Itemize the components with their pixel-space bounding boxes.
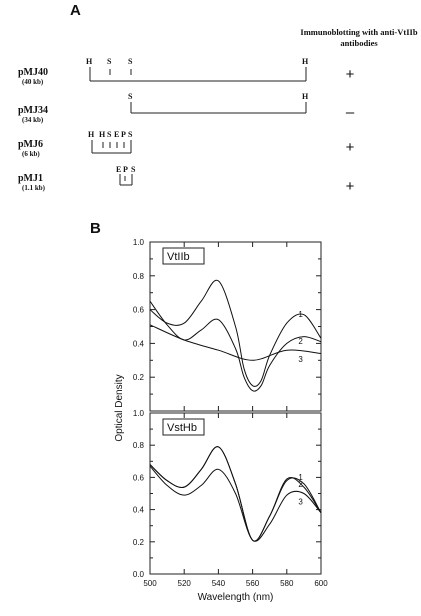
spectrum-line	[149, 300, 322, 392]
clone-pmj1: pMJ1 (1.1 kb)	[18, 173, 45, 192]
site-label: E	[114, 130, 119, 139]
result-pmj1: +	[345, 178, 355, 195]
panel-a-label: A	[70, 2, 81, 19]
series-label: 2	[298, 337, 303, 346]
restriction-maps: H S S H S H H H S E P S E P S	[86, 57, 309, 186]
spectrum-line	[149, 279, 322, 387]
series-label: 2	[298, 480, 303, 489]
clone-pmj6: pMJ6 (6 kb)	[18, 139, 43, 158]
x-tick-label: 520	[178, 579, 192, 588]
site-label: S	[128, 130, 133, 139]
absorption-spectra-chart: 0.20.40.60.81.0VtIIb1230.00.20.40.60.81.…	[114, 238, 328, 603]
spectrum-line	[149, 465, 322, 542]
spectrum-line	[149, 324, 322, 361]
subplot-title: VtIIb	[167, 251, 190, 263]
result-pmj34: –	[345, 104, 355, 121]
y-tick-label: 0.2	[133, 373, 145, 382]
map-pmj6	[91, 140, 132, 154]
immunoblot-header-line1: Immunoblotting with anti-VtIIb	[300, 27, 418, 37]
series-label: 3	[298, 497, 303, 506]
site-label: S	[107, 130, 112, 139]
x-tick-label: 560	[246, 579, 260, 588]
site-label: H	[302, 57, 309, 66]
clone-size: (34 kb)	[22, 116, 44, 124]
x-tick-label: 580	[280, 579, 294, 588]
clone-name: pMJ40	[18, 67, 48, 78]
site-label: H	[86, 57, 93, 66]
site-label: S	[131, 165, 136, 174]
map-pmj1	[119, 174, 133, 186]
clone-size: (1.1 kb)	[22, 184, 45, 192]
y-tick-label: 0.8	[133, 441, 145, 450]
site-label: P	[121, 130, 126, 139]
subplot-title: VstHb	[167, 422, 197, 434]
result-pmj6: +	[345, 139, 355, 156]
y-tick-label: 0.6	[133, 306, 145, 315]
immunoblot-header-line2: antibodies	[340, 38, 378, 48]
site-label: S	[107, 57, 112, 66]
series-label: 3	[298, 355, 303, 364]
clone-size: (6 kb)	[22, 150, 40, 158]
y-tick-label: 0.4	[133, 339, 145, 348]
subplot-title-box	[162, 247, 205, 265]
series-label: 1	[298, 310, 303, 319]
subplot-title-box	[162, 418, 205, 436]
site-label: S	[128, 92, 133, 101]
y-tick-label: 0.4	[133, 506, 145, 515]
map-pmj40	[89, 67, 307, 82]
series-label: 1	[298, 473, 303, 482]
x-axis-label: Wavelength (nm)	[198, 592, 274, 603]
clone-name: pMJ1	[18, 173, 43, 184]
y-tick-label: 0.2	[133, 538, 145, 547]
site-label: H	[88, 130, 95, 139]
site-label: H	[302, 92, 309, 101]
y-tick-label: 0.6	[133, 473, 145, 482]
site-label: S	[128, 57, 133, 66]
map-pmj34	[130, 102, 307, 114]
site-label: P	[123, 165, 128, 174]
panel-b-label: B	[90, 220, 101, 237]
result-pmj40: +	[345, 66, 355, 83]
y-axis-label: Optical Density	[114, 374, 125, 441]
clone-name: pMJ6	[18, 139, 43, 150]
y-tick-label: 1.0	[133, 409, 145, 418]
clone-name: pMJ34	[18, 105, 48, 116]
clone-pmj34: pMJ34 (34 kb)	[18, 105, 48, 124]
clone-pmj40: pMJ40 (40 kb)	[18, 67, 48, 86]
site-label: E	[116, 165, 121, 174]
y-tick-label: 1.0	[133, 238, 145, 247]
x-tick-label: 500	[143, 579, 157, 588]
y-tick-label: 0.8	[133, 272, 145, 281]
x-tick-label: 540	[212, 579, 226, 588]
clone-size: (40 kb)	[22, 78, 44, 86]
site-label: H	[99, 130, 106, 139]
immunoblot-header: Immunoblotting with anti-VtIIb antibodie…	[300, 27, 418, 49]
spectrum-line	[149, 446, 322, 542]
x-tick-label: 600	[314, 579, 328, 588]
y-tick-label: 0.0	[133, 570, 145, 579]
